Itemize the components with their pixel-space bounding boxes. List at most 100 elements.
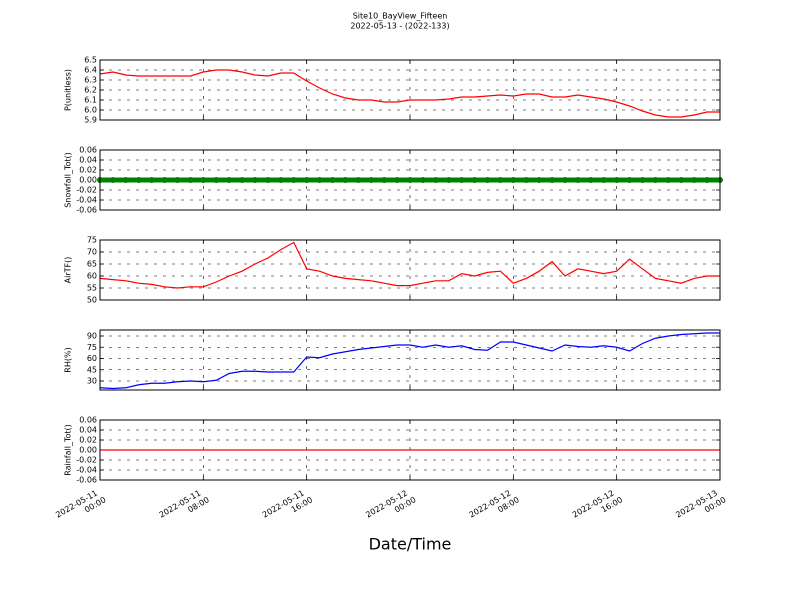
y-tick-label: -0.04 <box>76 466 97 475</box>
data-point <box>200 177 207 183</box>
data-point <box>549 177 556 183</box>
data-point <box>316 177 323 183</box>
x-tick-label: 2022-05-1216:00 <box>571 486 624 528</box>
data-line <box>99 69 720 118</box>
data-point <box>458 177 465 183</box>
y-tick-label: 55 <box>87 284 97 293</box>
y-axis-label: Snowfall_Tot() <box>64 152 73 208</box>
data-point <box>432 177 439 183</box>
data-point <box>381 177 388 183</box>
x-tick-label: 2022-05-1100:00 <box>54 486 107 528</box>
data-point <box>355 177 362 183</box>
y-tick-label: 0.06 <box>79 146 97 155</box>
data-point <box>239 177 246 183</box>
data-point <box>678 177 685 183</box>
data-point <box>523 177 530 183</box>
data-point <box>187 177 194 183</box>
y-tick-label: 30 <box>87 377 97 386</box>
data-point <box>419 177 426 183</box>
y-tick-label: 60 <box>87 354 97 363</box>
chart-subtitle: 2022-05-13 - (2022-133) <box>350 22 449 31</box>
y-tick-label: 60 <box>87 272 97 281</box>
data-point <box>252 177 258 183</box>
data-point <box>161 177 168 183</box>
data-point <box>587 177 594 183</box>
data-point <box>510 177 517 183</box>
data-point <box>329 177 336 183</box>
y-tick-label: 50 <box>87 296 97 305</box>
y-tick-label: 6.4 <box>84 66 97 75</box>
y-tick-label: -0.02 <box>76 186 97 195</box>
y-tick-label: 0.00 <box>79 446 97 455</box>
y-tick-label: 6.2 <box>84 86 97 95</box>
data-point <box>226 177 233 183</box>
data-point <box>135 177 142 183</box>
data-point <box>691 177 698 183</box>
plot-frame <box>99 59 721 121</box>
y-tick-label: -0.04 <box>76 196 97 205</box>
y-tick-label: 0.04 <box>79 156 97 165</box>
y-tick-label: 65 <box>87 260 97 269</box>
y-tick-label: 0.02 <box>79 166 97 175</box>
data-point <box>342 177 349 183</box>
plot-frame <box>99 239 721 301</box>
data-point <box>109 177 116 183</box>
y-tick-label: -0.06 <box>76 206 97 215</box>
data-point <box>368 177 375 183</box>
data-point <box>277 177 284 183</box>
data-point <box>639 177 646 183</box>
data-point <box>264 177 271 183</box>
data-point <box>122 177 129 183</box>
x-tick-label: 2022-05-1108:00 <box>157 486 210 528</box>
data-line <box>99 241 720 289</box>
data-point <box>394 177 401 183</box>
data-point <box>536 177 543 183</box>
y-tick-label: 75 <box>87 343 97 352</box>
plot-frame <box>99 419 721 481</box>
x-tick-label: 2022-05-1200:00 <box>364 486 417 528</box>
plot-frame <box>99 149 721 211</box>
y-tick-label: 70 <box>87 248 97 257</box>
data-point <box>303 177 310 183</box>
data-point <box>445 177 452 183</box>
data-point <box>626 177 633 183</box>
data-point <box>574 177 581 183</box>
y-tick-label: 0.04 <box>79 426 97 435</box>
chart-title: Site10_BayView_Fifteen <box>353 12 448 21</box>
data-point <box>665 177 672 183</box>
x-tick-label: 2022-05-1208:00 <box>467 486 520 528</box>
y-tick-label: 6.3 <box>84 76 97 85</box>
y-tick-label: 6.5 <box>84 56 97 65</box>
data-point <box>148 177 155 183</box>
x-axis-label: Date/Time <box>369 535 452 554</box>
data-point <box>497 177 504 183</box>
plot-frame <box>99 329 721 391</box>
data-point <box>652 177 659 183</box>
y-tick-label: 0.02 <box>79 436 97 445</box>
x-tick-label: 2022-05-1300:00 <box>674 486 727 528</box>
data-point <box>174 177 181 183</box>
data-point <box>613 177 620 183</box>
y-tick-label: 6.0 <box>84 106 97 115</box>
data-point <box>471 177 478 183</box>
y-tick-label: 75 <box>87 236 97 245</box>
x-tick-label: 2022-05-1116:00 <box>261 486 314 528</box>
data-point <box>704 177 711 183</box>
data-point <box>562 177 568 183</box>
data-point <box>407 177 413 183</box>
y-tick-label: 0.00 <box>79 176 97 185</box>
y-tick-label: 5.9 <box>84 116 97 125</box>
y-tick-label: 90 <box>87 332 97 341</box>
data-point <box>290 177 297 183</box>
data-point <box>484 177 491 183</box>
y-axis-label: Rainfall_Tot() <box>64 424 73 476</box>
data-point <box>213 177 220 183</box>
y-tick-label: -0.06 <box>76 476 97 485</box>
y-axis-label: P(unitless) <box>64 69 73 111</box>
y-tick-label: 6.1 <box>84 96 97 105</box>
data-line <box>99 332 720 390</box>
y-axis-label: AirTF() <box>64 257 73 284</box>
y-tick-label: 45 <box>87 365 97 374</box>
y-tick-label: -0.02 <box>76 456 97 465</box>
